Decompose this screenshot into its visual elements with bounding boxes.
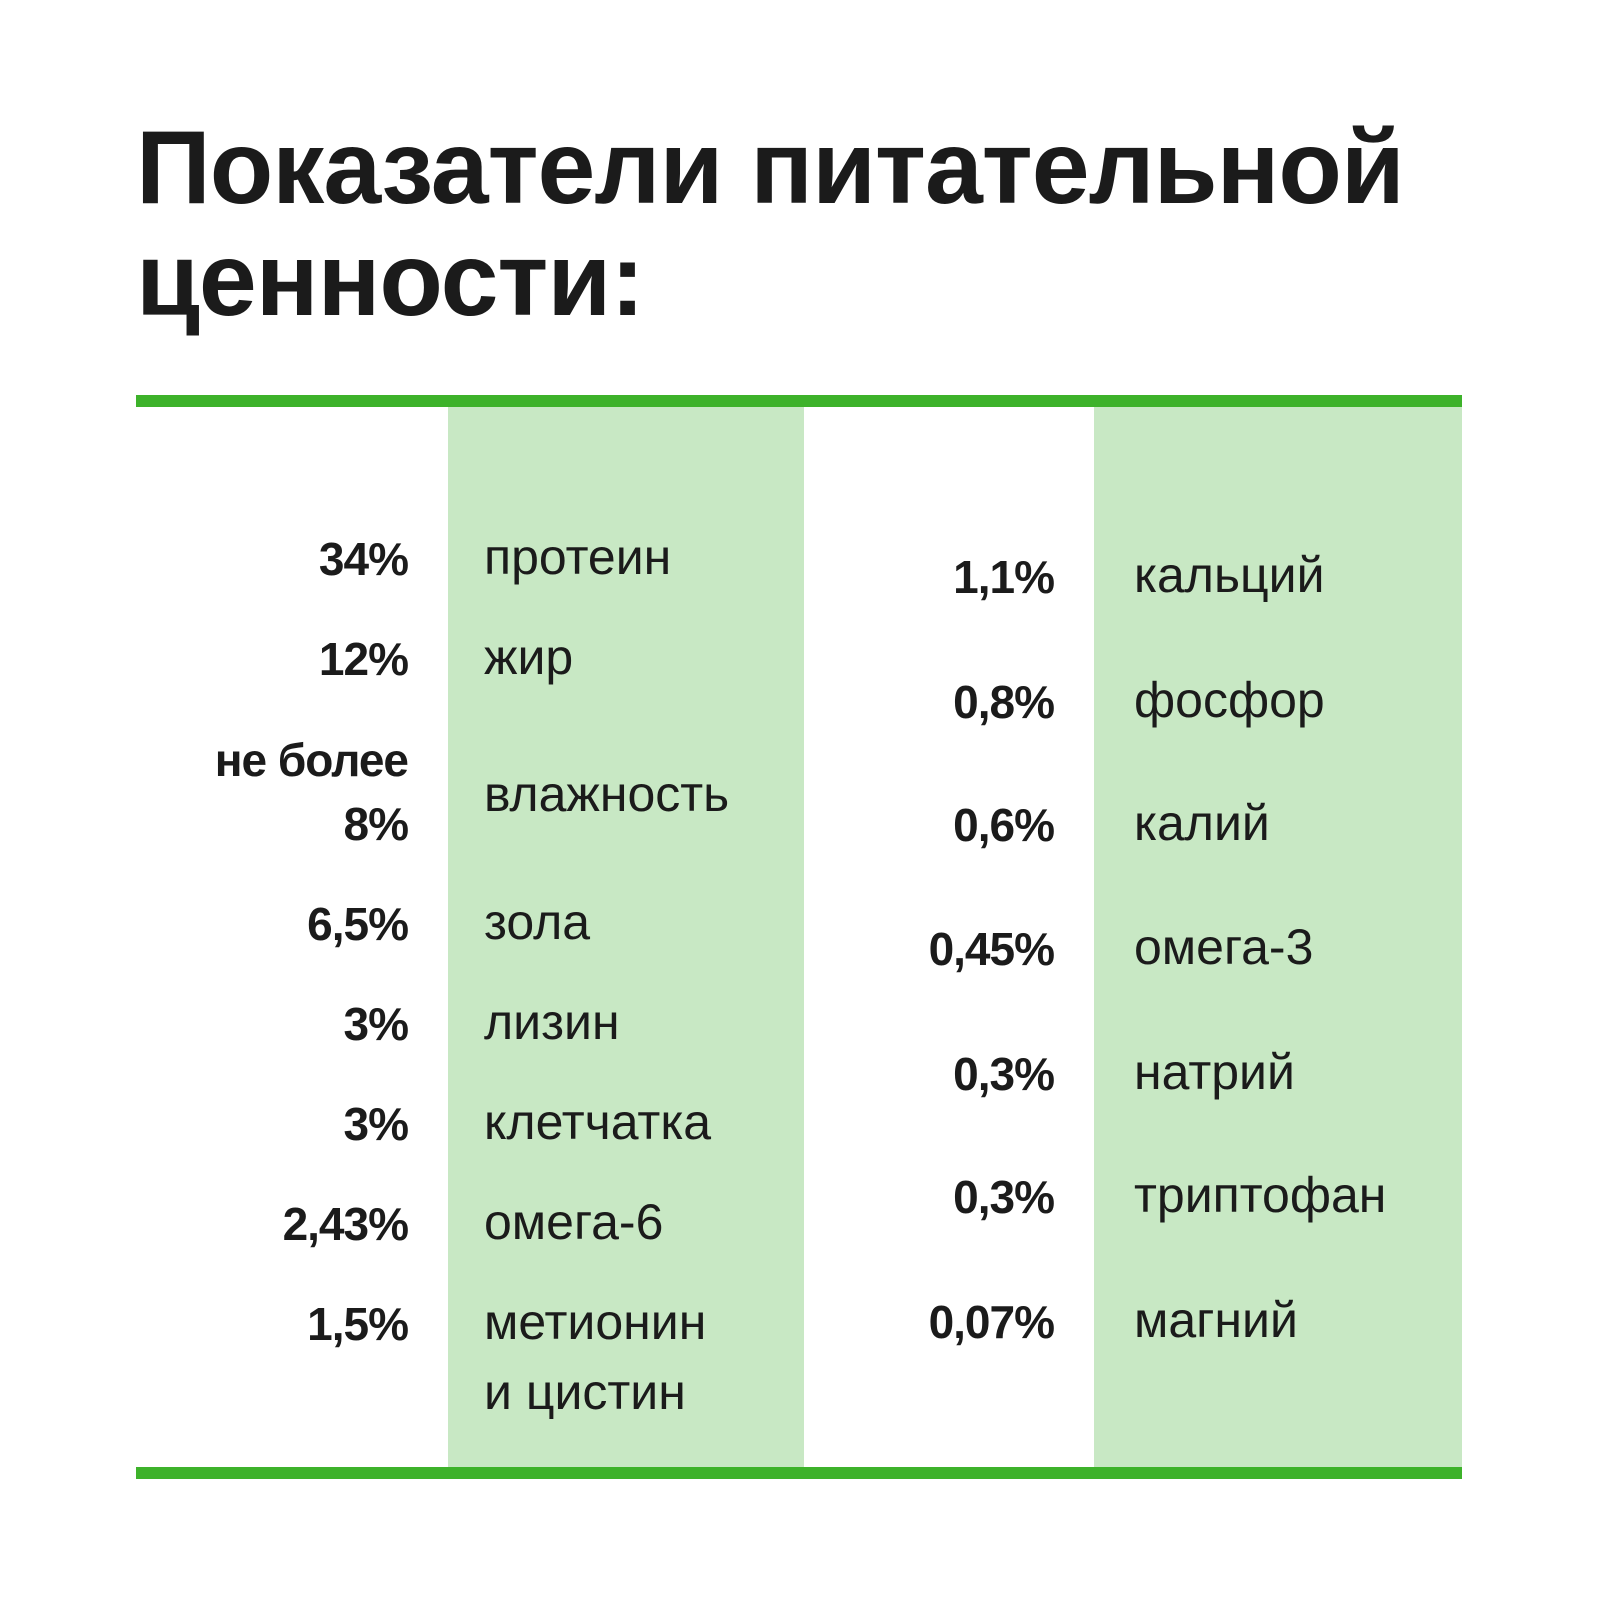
nutrient-label: зола — [484, 894, 591, 950]
page-title: Показатели питательной ценности: — [136, 110, 1405, 338]
nutrient-label: калий — [1134, 795, 1270, 851]
nutrient-label: триптофан — [1134, 1167, 1387, 1223]
nutrient-label: кальций — [1134, 547, 1325, 603]
nutrient-label: влажность — [484, 766, 730, 822]
nutrient-value-line-1: не более — [214, 734, 409, 786]
title-line-2: ценности: — [136, 222, 645, 338]
nutrient-label: натрий — [1134, 1044, 1295, 1100]
nutrient-label-line-1: метионин — [484, 1294, 707, 1350]
nutrient-label: клетчатка — [484, 1094, 712, 1150]
nutrient-value: 3% — [343, 998, 409, 1050]
nutrient-value: 34% — [318, 533, 409, 585]
nutrient-value: 0,6% — [953, 799, 1055, 851]
nutrient-value: 12% — [318, 633, 409, 685]
nutrient-value: 2,43% — [282, 1198, 409, 1250]
nutrient-label: протеин — [484, 529, 672, 585]
nutrient-value: 0,07% — [928, 1296, 1055, 1348]
nutrient-label-line-2: и цистин — [484, 1364, 686, 1420]
nutrient-label: лизин — [484, 994, 620, 1050]
nutrient-value: 0,45% — [928, 923, 1055, 975]
top-divider — [136, 395, 1462, 407]
bottom-divider — [136, 1467, 1462, 1479]
nutrient-label: фосфор — [1134, 672, 1325, 728]
nutrient-label: омега-6 — [484, 1194, 664, 1250]
nutrient-value: 0,8% — [953, 676, 1055, 728]
nutrient-value: 3% — [343, 1098, 409, 1150]
nutrient-value: 6,5% — [307, 898, 409, 950]
nutrient-value: 1,1% — [953, 551, 1055, 603]
nutrient-value-line-2: 8% — [343, 798, 409, 850]
nutrient-value: 0,3% — [953, 1171, 1055, 1223]
nutrient-label: магний — [1134, 1292, 1298, 1348]
title-line-1: Показатели питательной — [136, 110, 1405, 226]
nutrient-label: омега-3 — [1134, 919, 1314, 975]
right-label-band — [1094, 407, 1462, 1467]
nutrient-value: 0,3% — [953, 1048, 1055, 1100]
nutrient-label: жир — [484, 629, 574, 685]
nutrient-value: 1,5% — [307, 1298, 409, 1350]
left-label-band — [448, 407, 804, 1467]
